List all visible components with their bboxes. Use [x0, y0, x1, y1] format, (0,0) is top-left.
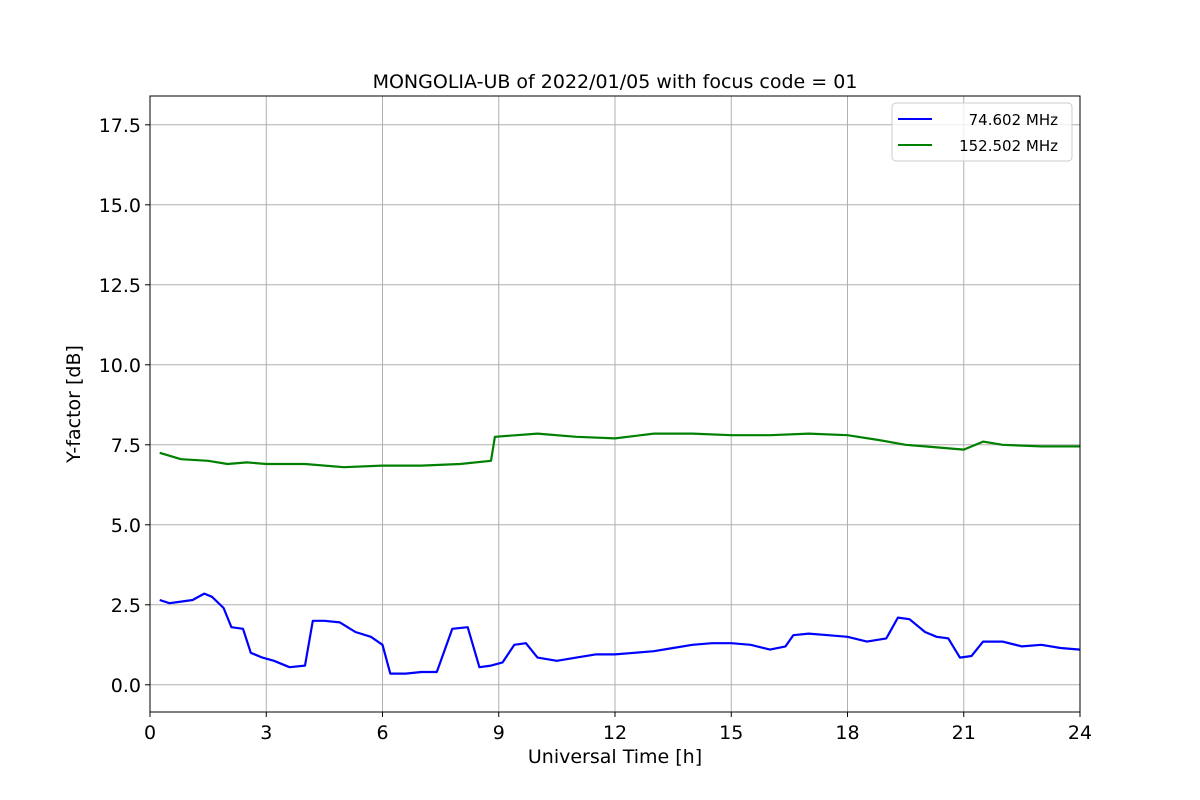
x-tick-label: 3: [260, 722, 272, 744]
x-tick-label: 15: [719, 722, 743, 744]
chart-title: MONGOLIA-UB of 2022/01/05 with focus cod…: [373, 71, 858, 93]
y-tick-label: 0.0: [111, 675, 141, 697]
legend-label-74-mhz: 74.602 MHz: [969, 111, 1058, 129]
x-tick-label: 9: [493, 722, 505, 744]
y-tick-label: 5.0: [111, 515, 141, 537]
legend: 74.602 MHz 152.502 MHz: [891, 102, 1073, 162]
y-tick-label: 17.5: [99, 115, 141, 137]
series-layer: [159, 432, 1081, 675]
x-tick-label: 0: [144, 722, 156, 744]
x-tick-label: 21: [952, 722, 976, 744]
series-line-1: [159, 432, 1080, 469]
y-tick-label: 2.5: [111, 595, 141, 617]
x-tick-label: 18: [835, 722, 859, 744]
y-tick-label: 15.0: [99, 195, 141, 217]
x-tick-label: 12: [603, 722, 627, 744]
legend-label-152-mhz: 152.502 MHz: [959, 137, 1058, 155]
legend-box: [891, 102, 1073, 162]
y-tick-label: 10.0: [99, 355, 141, 377]
x-tick-label: 24: [1068, 722, 1092, 744]
x-axis-title: Universal Time [h]: [528, 746, 702, 768]
series-line-0: [159, 592, 1081, 675]
axis-ticks: 0 3 6 9 12 15 18 21 24 0.0 2.5 5.0 7.5 10.0 12.5 15.0 17…: [99, 115, 1092, 744]
x-tick-label: 6: [376, 722, 388, 744]
y-axis-title: Y-factor [dB]: [63, 345, 85, 464]
grid-lines: [150, 96, 1080, 712]
y-tick-label: 12.5: [99, 275, 141, 297]
y-tick-label: 7.5: [111, 435, 141, 457]
